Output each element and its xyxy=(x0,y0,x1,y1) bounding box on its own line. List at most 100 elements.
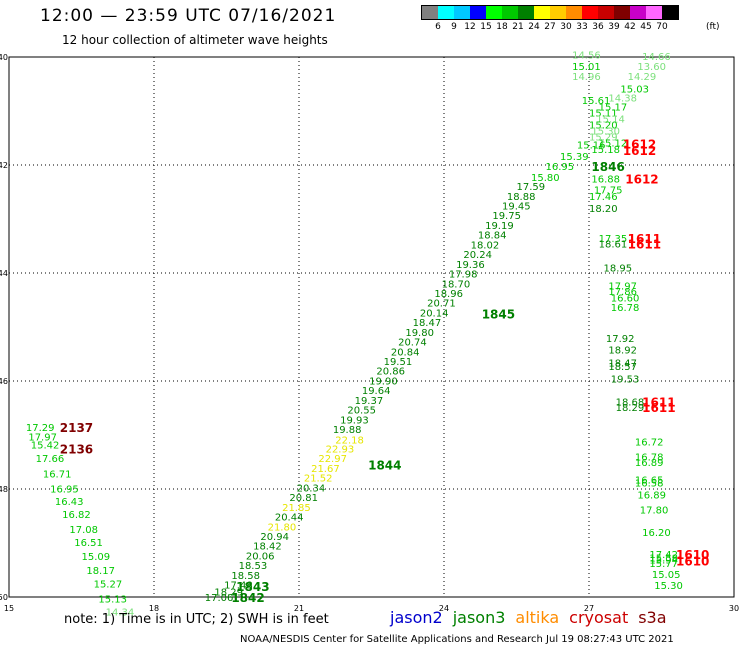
legend-label: 9 xyxy=(451,22,457,32)
legend-label: 6 xyxy=(435,22,441,32)
satellite-legend: jason2 jason3 altika cryosat s3a xyxy=(390,608,677,627)
wave-height-value: 21.80 xyxy=(268,522,297,533)
pass-time-label: 1611 xyxy=(628,232,661,246)
wave-height-value: 19.90 xyxy=(369,376,398,387)
wave-height-value: 17.59 xyxy=(517,182,546,193)
wave-height-value: 19.36 xyxy=(456,260,485,271)
wave-height-value: 15.42 xyxy=(31,441,60,452)
wave-height-value: 15.80 xyxy=(531,173,560,184)
wave-height-value: 18.53 xyxy=(239,561,268,572)
wave-height-value: 15.12 xyxy=(599,138,628,149)
wave-height-value: 18.20 xyxy=(589,204,618,215)
wave-height-value: 20.74 xyxy=(398,338,427,349)
legend-label: 27 xyxy=(544,22,556,32)
legend-swatch xyxy=(550,6,566,19)
legend-label: 70 xyxy=(656,22,668,32)
legend-swatch xyxy=(662,6,678,19)
wave-height-value: 15.30 xyxy=(591,126,620,137)
wave-height-value: 19.80 xyxy=(405,328,434,339)
wave-height-value: 16.51 xyxy=(74,538,103,549)
legend-swatch xyxy=(422,6,438,19)
legend-swatch xyxy=(646,6,662,19)
pass-time-label: 1846 xyxy=(591,160,624,174)
legend-swatch xyxy=(598,6,614,19)
wave-height-value: 14.96 xyxy=(572,72,601,83)
legend-label: 39 xyxy=(608,22,620,32)
wave-height-value: 15.17 xyxy=(599,103,628,114)
wave-height-value: 16.89 xyxy=(635,458,664,469)
wave-height-value: 17.48 xyxy=(224,581,253,592)
pass-time-label: 1612 xyxy=(623,144,656,158)
wave-height-value: 14.38 xyxy=(608,94,637,105)
wave-height-value: 18.84 xyxy=(478,231,507,242)
satellite-name-s3a: s3a xyxy=(638,608,667,627)
wave-height-value: 16.89 xyxy=(637,490,666,501)
wave-height-value: 17.97 xyxy=(28,433,57,444)
wave-height-value: 17.06 xyxy=(205,593,234,604)
longitude-tick-label: 18 xyxy=(149,604,159,613)
wave-height-value: 20.94 xyxy=(260,532,289,543)
longitude-tick-label: 21 xyxy=(294,604,304,613)
wave-height-value: 18.58 xyxy=(231,571,260,582)
pass-time-label: 2136 xyxy=(60,443,93,457)
legend-swatch xyxy=(454,6,470,19)
wave-height-value: 18.02 xyxy=(471,240,500,251)
wave-height-value: 17.92 xyxy=(606,334,635,345)
longitude-tick-label: 30 xyxy=(729,604,739,613)
wave-height-value: 20.71 xyxy=(427,299,456,310)
wave-height-value: 20.06 xyxy=(246,551,275,562)
wave-height-value: 20.55 xyxy=(347,406,376,417)
footer-credit: NOAA/NESDIS Center for Satellite Applica… xyxy=(240,634,674,645)
wave-height-value: 20.86 xyxy=(376,367,405,378)
wave-height-value: 18.47 xyxy=(608,359,637,370)
legend-swatch xyxy=(502,6,518,19)
wave-height-value: 15.16 xyxy=(577,140,606,151)
longitude-tick-label: 27 xyxy=(584,604,594,613)
wave-height-value: 19.37 xyxy=(355,396,384,407)
satellite-name-jason3: jason3 xyxy=(452,608,506,627)
color-legend: (ft) 6 9 12 15 18 21 24 27 30 33 36 39 42 45 70 xyxy=(421,5,720,34)
wave-height-value: 15.30 xyxy=(654,581,683,592)
wave-height-value: 18.61 xyxy=(599,239,628,250)
legend-swatch xyxy=(518,6,534,19)
wave-height-value: 19.19 xyxy=(485,221,514,232)
wave-height-value: 14.29 xyxy=(628,72,657,83)
wave-height-value: 17.75 xyxy=(594,185,623,196)
wave-height-value: 18.70 xyxy=(442,279,471,290)
wave-height-value: 17.80 xyxy=(640,506,669,517)
wave-height-value: 16.95 xyxy=(50,484,79,495)
latitude-tick-label: -44 xyxy=(0,269,8,278)
wave-height-value: 17.98 xyxy=(449,270,478,281)
wave-height-value: 18.29 xyxy=(616,403,645,414)
legend-swatch xyxy=(614,6,630,19)
legend-swatch xyxy=(630,6,646,19)
wave-height-value: 15.20 xyxy=(589,121,618,132)
footer-note: note: 1) Time is in UTC; 2) SWH is in fe… xyxy=(64,612,329,627)
wave-height-value: 16.95 xyxy=(546,162,575,173)
legend-swatch xyxy=(566,6,582,19)
satellite-name-jason2: jason2 xyxy=(390,608,443,627)
satellite-name-cryosat: cryosat xyxy=(569,608,629,627)
wave-height-value: 21.85 xyxy=(282,503,311,514)
wave-height-value: 15.03 xyxy=(620,84,649,95)
wave-height-value: 19.75 xyxy=(492,211,521,222)
wave-height-value: 19.88 xyxy=(333,425,362,436)
wave-height-value: 15.61 xyxy=(582,96,611,107)
page-subtitle: 12 hour collection of altimeter wave hei… xyxy=(62,33,328,47)
pass-time-label: 1612 xyxy=(625,173,658,187)
wave-height-value: 15.18 xyxy=(591,145,620,156)
wave-height-value: 15.58 xyxy=(649,554,678,565)
legend-swatches xyxy=(421,5,679,20)
legend-label: 24 xyxy=(528,22,540,32)
legend-label: 42 xyxy=(624,22,636,32)
wave-height-value: 18.95 xyxy=(604,264,633,275)
wave-height-value: 18.96 xyxy=(434,289,463,300)
latitude-tick-label: -42 xyxy=(0,161,8,170)
legend-swatch xyxy=(470,6,486,19)
wave-height-value: 15.09 xyxy=(82,552,111,563)
wave-height-value: 17.66 xyxy=(36,454,65,465)
pass-time-label: 1610 xyxy=(676,548,709,562)
wave-height-value: 17.08 xyxy=(69,525,98,536)
wave-height-value: 15.11 xyxy=(589,109,618,120)
